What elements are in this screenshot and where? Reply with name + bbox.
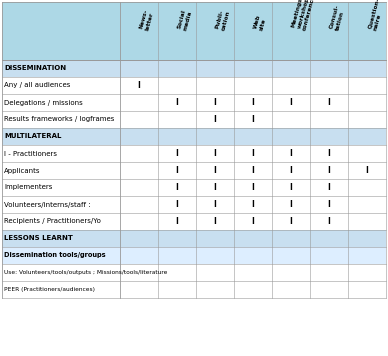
Text: Results frameworks / logframes: Results frameworks / logframes bbox=[4, 116, 114, 122]
Text: I: I bbox=[213, 98, 217, 107]
Text: I: I bbox=[251, 183, 255, 192]
Text: I: I bbox=[251, 149, 255, 158]
Text: I: I bbox=[213, 115, 217, 124]
Text: I: I bbox=[327, 217, 331, 226]
Text: I: I bbox=[251, 115, 255, 124]
Text: DISSEMINATION: DISSEMINATION bbox=[4, 66, 66, 72]
Text: I: I bbox=[289, 217, 293, 226]
Text: Publi-
cation: Publi- cation bbox=[215, 8, 231, 31]
Text: Meetings/
workshops/
conferences: Meetings/ workshops/ conferences bbox=[291, 0, 317, 31]
Text: I: I bbox=[251, 98, 255, 107]
Text: Delegations / missions: Delegations / missions bbox=[4, 99, 83, 105]
Text: I: I bbox=[327, 200, 331, 209]
Text: Consul-
tation: Consul- tation bbox=[329, 4, 346, 31]
Text: Recipients / Practitioners/Yo: Recipients / Practitioners/Yo bbox=[4, 219, 101, 225]
Text: I: I bbox=[175, 166, 178, 175]
Text: News-
letter: News- letter bbox=[139, 9, 155, 31]
Text: I: I bbox=[289, 183, 293, 192]
Text: MULTILATERAL: MULTILATERAL bbox=[4, 134, 61, 140]
Text: Dissemination tools/groups: Dissemination tools/groups bbox=[4, 252, 106, 258]
Text: Implementers: Implementers bbox=[4, 184, 52, 190]
Bar bbox=[2, 77, 386, 94]
Bar bbox=[2, 162, 386, 179]
Text: I: I bbox=[213, 200, 217, 209]
Text: I: I bbox=[175, 183, 178, 192]
Text: Use: Volunteers/tools/outputs ; Missions/tools/literature: Use: Volunteers/tools/outputs ; Missions… bbox=[4, 270, 167, 275]
Text: I: I bbox=[251, 217, 255, 226]
Text: I: I bbox=[365, 166, 369, 175]
Text: I: I bbox=[213, 217, 217, 226]
Text: I: I bbox=[175, 149, 178, 158]
Text: I: I bbox=[213, 166, 217, 175]
Text: I: I bbox=[289, 166, 293, 175]
Text: PEER (Practitioners/audiences): PEER (Practitioners/audiences) bbox=[4, 287, 95, 292]
Text: I: I bbox=[327, 166, 331, 175]
Text: LESSONS LEARNT: LESSONS LEARNT bbox=[4, 236, 73, 241]
Text: Question-
naire: Question- naire bbox=[367, 0, 386, 31]
Bar bbox=[2, 60, 386, 77]
Text: Any / all audiences: Any / all audiences bbox=[4, 83, 70, 89]
Text: I: I bbox=[251, 200, 255, 209]
Bar bbox=[2, 196, 386, 213]
Text: I: I bbox=[175, 98, 178, 107]
Text: I: I bbox=[289, 200, 293, 209]
Text: I: I bbox=[251, 166, 255, 175]
Bar bbox=[2, 128, 386, 145]
Bar bbox=[2, 179, 386, 196]
Bar bbox=[2, 230, 386, 247]
Text: I: I bbox=[289, 98, 293, 107]
Text: I: I bbox=[289, 149, 293, 158]
Text: I - Practitioners: I - Practitioners bbox=[4, 151, 57, 157]
Bar bbox=[2, 247, 386, 264]
Bar bbox=[2, 94, 386, 111]
Text: I: I bbox=[175, 200, 178, 209]
Bar bbox=[2, 2, 386, 60]
Text: I: I bbox=[327, 98, 331, 107]
Text: I: I bbox=[175, 217, 178, 226]
Text: I: I bbox=[327, 149, 331, 158]
Text: I: I bbox=[138, 81, 140, 90]
Bar bbox=[2, 145, 386, 162]
Text: Web
site: Web site bbox=[253, 14, 267, 31]
Text: I: I bbox=[327, 183, 331, 192]
Bar bbox=[2, 111, 386, 128]
Bar bbox=[2, 264, 386, 281]
Bar bbox=[2, 213, 386, 230]
Text: Applicants: Applicants bbox=[4, 168, 40, 173]
Text: Volunteers/interns/staff :: Volunteers/interns/staff : bbox=[4, 201, 91, 208]
Text: Social
media: Social media bbox=[177, 9, 193, 31]
Text: I: I bbox=[213, 149, 217, 158]
Bar bbox=[2, 281, 386, 298]
Text: I: I bbox=[213, 183, 217, 192]
